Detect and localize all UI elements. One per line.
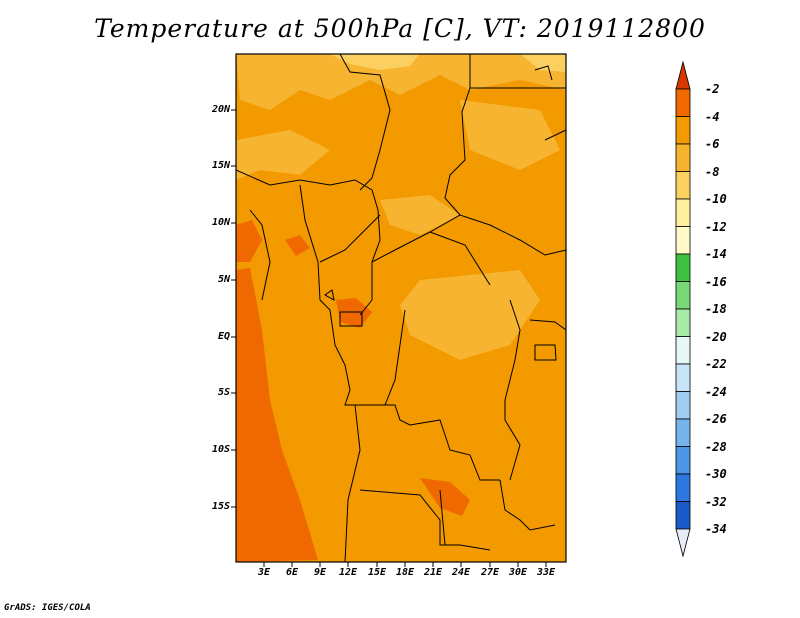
lat-label: EQ xyxy=(217,331,230,342)
lat-label: 10N xyxy=(211,217,230,228)
lat-label: 10S xyxy=(211,444,230,455)
colorbar-arrow-bottom xyxy=(675,528,691,558)
colorbar-swatch xyxy=(675,226,691,255)
colorbar-swatch xyxy=(675,446,691,475)
lon-label: 30E xyxy=(508,567,528,578)
colorbar-label: -24 xyxy=(705,385,727,399)
colorbar-swatch xyxy=(675,88,691,117)
colorbar-label: -26 xyxy=(705,412,727,426)
colorbar-label: -16 xyxy=(705,275,727,289)
temperature-field xyxy=(236,54,566,562)
colorbar-label: -32 xyxy=(705,495,727,509)
field-cool-north xyxy=(236,54,566,110)
colorbar-label: -30 xyxy=(705,467,727,481)
colorbar xyxy=(675,60,691,558)
country-borders xyxy=(235,53,567,563)
lon-label: 3E xyxy=(257,567,271,578)
colorbar-label: -6 xyxy=(705,137,720,151)
colorbar-swatch xyxy=(675,198,691,227)
lon-label: 27E xyxy=(480,567,500,578)
colorbar-swatch xyxy=(675,281,691,310)
field-cool-east xyxy=(400,270,540,360)
lon-label: 33E xyxy=(536,567,556,578)
colorbar-swatch xyxy=(675,473,691,502)
field-coolest-northeast xyxy=(520,54,566,72)
colorbar-label: -34 xyxy=(705,522,727,536)
colorbar-label: -18 xyxy=(705,302,727,316)
lat-label: 5S xyxy=(217,387,230,398)
colorbar-swatch xyxy=(675,116,691,145)
colorbar-label: -14 xyxy=(705,247,727,261)
field-cool-northeast xyxy=(460,100,560,170)
colorbar-label: -8 xyxy=(705,165,720,179)
lon-label: 15E xyxy=(367,567,387,578)
colorbar-label: -20 xyxy=(705,330,727,344)
colorbar-label: -22 xyxy=(705,357,727,371)
field-warm-patch-1 xyxy=(336,298,372,328)
lon-label: 12E xyxy=(338,567,358,578)
map-title: Temperature at 500hPa [C], VT: 201911280… xyxy=(94,14,706,43)
colorbar-label: -2 xyxy=(705,82,720,96)
colorbar-swatch xyxy=(675,418,691,447)
field-warm-patch-2 xyxy=(420,478,470,516)
lon-label: 21E xyxy=(423,567,443,578)
colorbar-swatch xyxy=(675,253,691,282)
lon-label: 6E xyxy=(285,567,299,578)
lat-label: 20N xyxy=(211,104,230,115)
colorbar-label: -4 xyxy=(705,110,720,124)
colorbar-swatch xyxy=(675,143,691,172)
colorbar-swatch xyxy=(675,308,691,337)
field-coolest-north xyxy=(330,54,420,70)
map-frame xyxy=(235,53,567,563)
colorbar-label: -12 xyxy=(705,220,727,234)
field-cool-center xyxy=(380,195,460,235)
colorbar-label: -10 xyxy=(705,192,727,206)
lon-label: 9E xyxy=(313,567,327,578)
field-cool-west-upper xyxy=(236,130,330,180)
axis-ticks xyxy=(231,109,547,567)
colorbar-swatch xyxy=(675,171,691,200)
colorbar-swatch xyxy=(675,501,691,530)
colorbar-label: -28 xyxy=(705,440,727,454)
footer-credit: GrADS: IGES/COLA xyxy=(4,603,91,613)
lat-label: 5N xyxy=(217,274,230,285)
field-warm-gulf xyxy=(236,220,262,262)
field-warm-patch-3 xyxy=(285,235,310,256)
lon-label: 24E xyxy=(451,567,471,578)
colorbar-swatch xyxy=(675,391,691,420)
lon-label: 18E xyxy=(395,567,415,578)
lat-label: 15N xyxy=(211,160,230,171)
lat-label: 15S xyxy=(211,501,230,512)
colorbar-swatch xyxy=(675,336,691,365)
colorbar-arrow-top xyxy=(675,60,691,90)
colorbar-swatch xyxy=(675,363,691,392)
field-warm-coast xyxy=(236,268,318,562)
